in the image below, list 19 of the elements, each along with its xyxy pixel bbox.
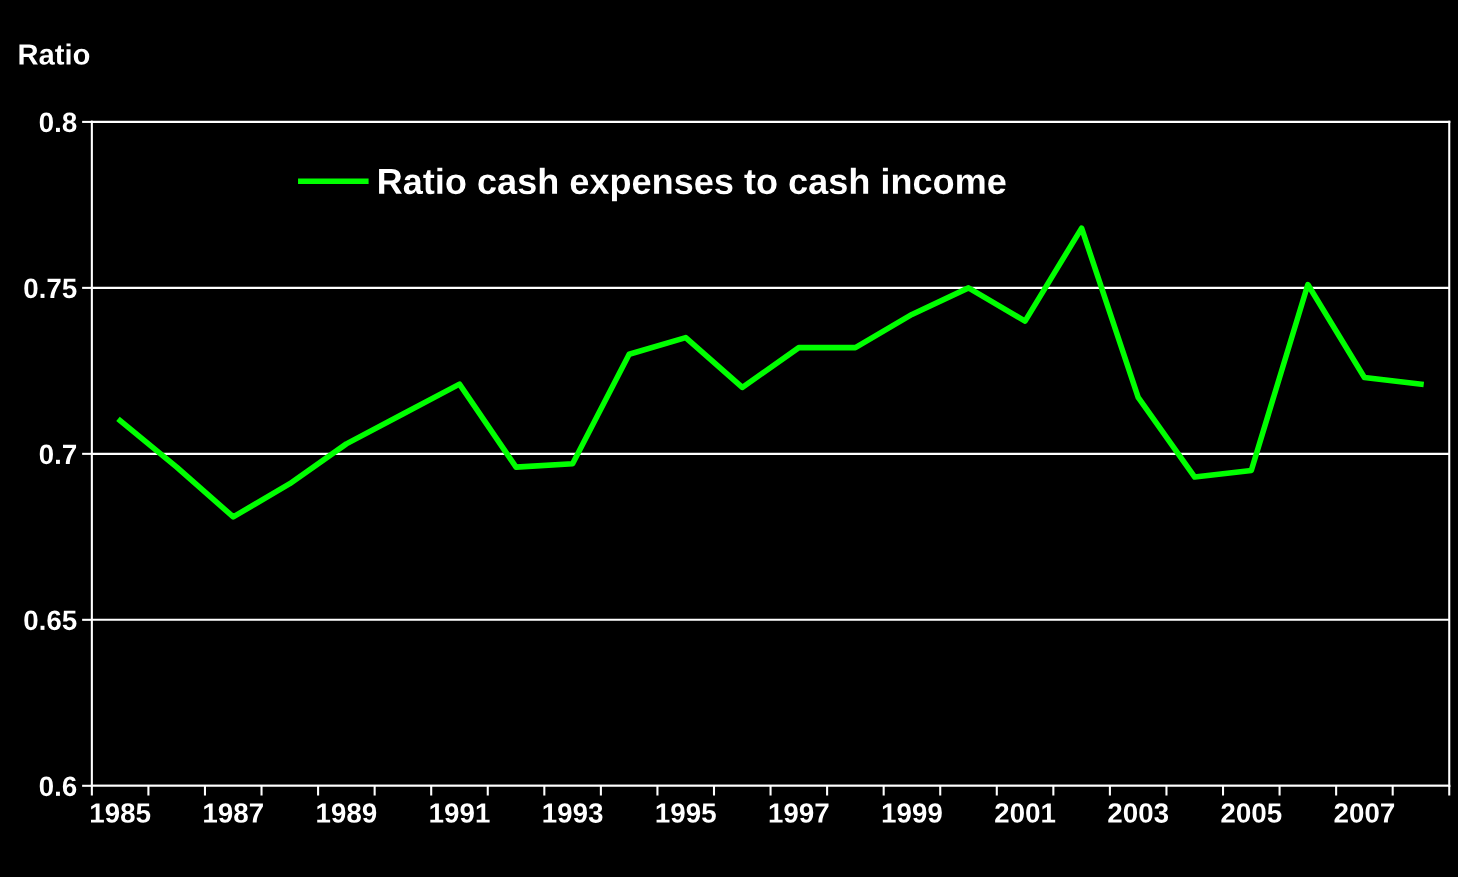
x-tick-label: 1989 [317,803,377,823]
x-tick-label: 1993 [543,803,603,823]
x-tick-label: 1997 [769,803,829,823]
legend-label: Ratio cash expenses to cash income [379,167,1006,202]
x-tick-label: 2003 [1108,803,1169,823]
y-tick-label: 0.6 [39,776,77,797]
y-axis-title: Ratio [19,43,90,65]
x-tick-label: 1987 [204,803,263,823]
x-tick-label: 2005 [1221,803,1282,823]
x-tick-label: 1985 [90,803,151,823]
x-tick-label: 2007 [1334,803,1395,823]
y-tick-label: 0.75 [24,278,77,299]
y-tick-label: 0.8 [39,112,77,133]
y-tick-label: 0.65 [24,610,77,631]
x-tick-label: 2001 [995,803,1056,823]
y-tick-label: 0.7 [39,444,77,465]
x-tick-label: 1995 [656,803,716,823]
x-tick-label: 1999 [882,803,942,823]
x-tick-label: 1991 [430,803,490,823]
